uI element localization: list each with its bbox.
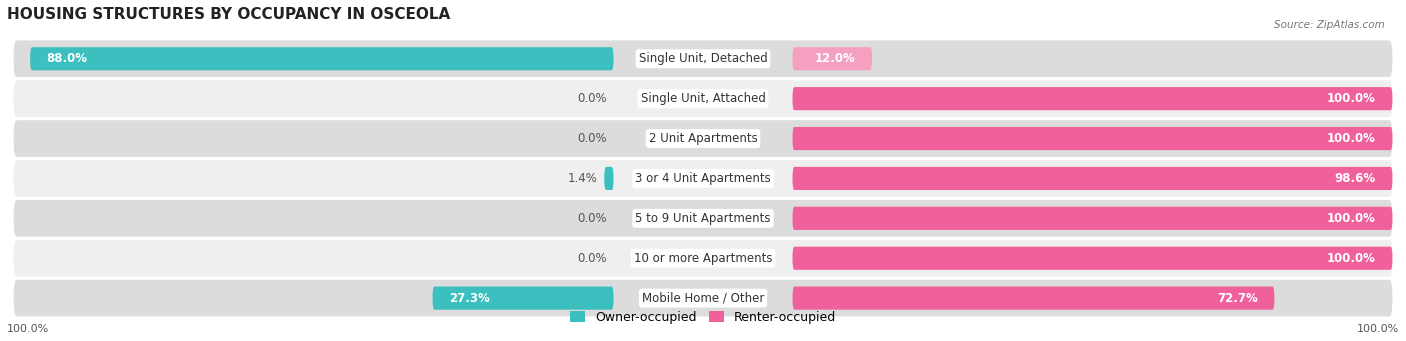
Text: 27.3%: 27.3%	[449, 292, 489, 305]
Text: 2 Unit Apartments: 2 Unit Apartments	[648, 132, 758, 145]
Text: 3 or 4 Unit Apartments: 3 or 4 Unit Apartments	[636, 172, 770, 185]
Text: 0.0%: 0.0%	[578, 132, 607, 145]
FancyBboxPatch shape	[14, 280, 1392, 316]
Text: Source: ZipAtlas.com: Source: ZipAtlas.com	[1274, 20, 1385, 30]
Legend: Owner-occupied, Renter-occupied: Owner-occupied, Renter-occupied	[569, 311, 837, 324]
Text: 0.0%: 0.0%	[578, 212, 607, 225]
FancyBboxPatch shape	[433, 286, 613, 310]
Text: Single Unit, Detached: Single Unit, Detached	[638, 52, 768, 65]
Text: 88.0%: 88.0%	[46, 52, 87, 65]
Text: 100.0%: 100.0%	[1327, 92, 1376, 105]
FancyBboxPatch shape	[30, 47, 613, 70]
Text: 72.7%: 72.7%	[1218, 292, 1258, 305]
Text: 10 or more Apartments: 10 or more Apartments	[634, 252, 772, 265]
Text: 100.0%: 100.0%	[1327, 132, 1376, 145]
FancyBboxPatch shape	[14, 160, 1392, 197]
FancyBboxPatch shape	[793, 87, 1392, 110]
Text: 5 to 9 Unit Apartments: 5 to 9 Unit Apartments	[636, 212, 770, 225]
FancyBboxPatch shape	[14, 41, 1392, 77]
Text: 100.0%: 100.0%	[7, 324, 49, 334]
Text: Single Unit, Attached: Single Unit, Attached	[641, 92, 765, 105]
Text: 1.4%: 1.4%	[568, 172, 598, 185]
FancyBboxPatch shape	[14, 80, 1392, 117]
Text: 0.0%: 0.0%	[578, 92, 607, 105]
Text: 98.6%: 98.6%	[1334, 172, 1376, 185]
FancyBboxPatch shape	[793, 207, 1392, 230]
FancyBboxPatch shape	[605, 167, 613, 190]
FancyBboxPatch shape	[14, 120, 1392, 157]
Text: 100.0%: 100.0%	[1327, 252, 1376, 265]
FancyBboxPatch shape	[793, 286, 1274, 310]
FancyBboxPatch shape	[793, 247, 1392, 270]
Text: Mobile Home / Other: Mobile Home / Other	[641, 292, 765, 305]
Text: 100.0%: 100.0%	[1327, 212, 1376, 225]
FancyBboxPatch shape	[14, 240, 1392, 277]
FancyBboxPatch shape	[793, 167, 1392, 190]
FancyBboxPatch shape	[793, 47, 872, 70]
Text: 12.0%: 12.0%	[814, 52, 855, 65]
Text: 0.0%: 0.0%	[578, 252, 607, 265]
FancyBboxPatch shape	[14, 200, 1392, 237]
Text: HOUSING STRUCTURES BY OCCUPANCY IN OSCEOLA: HOUSING STRUCTURES BY OCCUPANCY IN OSCEO…	[7, 7, 450, 22]
FancyBboxPatch shape	[793, 127, 1392, 150]
Text: 100.0%: 100.0%	[1357, 324, 1399, 334]
